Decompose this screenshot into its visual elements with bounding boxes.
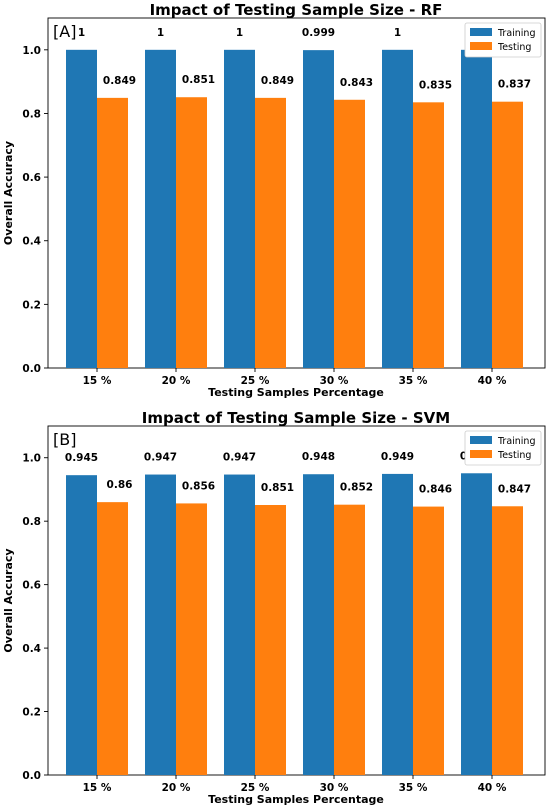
bar-value-label: 0.852 — [340, 482, 373, 494]
bar-testing — [97, 97, 128, 368]
x-tick-label: 15 % — [83, 375, 112, 387]
panel-label: [A] — [53, 22, 76, 41]
bar-testing — [176, 503, 207, 775]
chart-panel-1: Impact of Testing Sample Size - RF [A] 0.0… — [2, 1, 546, 399]
bar-training — [382, 49, 413, 369]
y-tick-label: 0.0 — [22, 363, 41, 375]
bar-value-label: 0.999 — [302, 27, 335, 39]
bar-value-label: 1 — [78, 27, 85, 39]
bar-training — [461, 473, 492, 775]
bar-training — [224, 474, 255, 775]
y-tick-label: 1.0 — [22, 45, 41, 57]
bar-testing — [492, 101, 523, 368]
bar-testing — [255, 97, 286, 368]
bar-value-label: 0.851 — [182, 74, 215, 86]
y-tick-label: 0.6 — [22, 172, 41, 184]
bar-testing — [176, 97, 207, 369]
legend-swatch-testing — [470, 42, 492, 50]
y-tick-label: 0.2 — [22, 707, 41, 719]
legend: Training Testing — [464, 22, 542, 58]
chart-title: Impact of Testing Sample Size - RF — [150, 1, 443, 19]
bar-training — [145, 474, 176, 775]
bar-training — [303, 50, 334, 369]
legend-swatch-training — [470, 436, 492, 444]
bar-training — [382, 473, 413, 775]
y-tick-label: 0.4 — [22, 236, 41, 248]
plot-area — [47, 425, 546, 776]
y-tick-label: 0.8 — [22, 516, 41, 528]
bar-value-label: 1 — [236, 27, 243, 39]
bar-training — [66, 475, 97, 775]
y-axis-label: Overall Accuracy — [2, 141, 15, 245]
bar-testing — [97, 502, 128, 775]
legend-swatch-training — [470, 28, 492, 36]
chart-title: Impact of Testing Sample Size - SVM — [142, 409, 450, 427]
bar-value-label: 0.846 — [419, 484, 452, 496]
legend-swatch-testing — [470, 450, 492, 458]
bar-value-label: 0.847 — [498, 483, 531, 495]
plot-area — [47, 17, 546, 369]
bar-value-label: 0.948 — [302, 451, 335, 463]
x-tick-label: 35 % — [399, 782, 428, 794]
legend-label: Testing — [497, 42, 531, 53]
legend: Training Testing — [464, 430, 542, 466]
bar-value-label: 0.843 — [340, 77, 373, 89]
x-tick-label: 30 % — [320, 782, 349, 794]
bar-training — [145, 49, 176, 369]
bar-testing — [413, 506, 444, 775]
bar-testing — [334, 504, 365, 775]
bar-training — [303, 474, 334, 775]
y-tick-label: 0.0 — [22, 770, 41, 782]
bar-testing — [413, 102, 444, 369]
chart-panel-2: Impact of Testing Sample Size - SVM [B] 0.… — [2, 409, 546, 806]
bar-testing — [255, 505, 286, 775]
bar-training — [461, 49, 492, 369]
bar-value-label: 0.835 — [419, 79, 452, 91]
legend-label: Training — [497, 436, 536, 447]
bar-value-label: 1 — [394, 27, 401, 39]
bar-value-label: 0.849 — [261, 75, 294, 87]
x-tick-label: 20 % — [162, 375, 191, 387]
x-tick-label: 35 % — [399, 375, 428, 387]
bar-value-label: 0.837 — [498, 79, 531, 91]
bar-value-label: 0.86 — [107, 479, 133, 491]
legend-label: Testing — [497, 450, 531, 461]
x-tick-label: 30 % — [320, 375, 349, 387]
bar-value-label: 0.851 — [261, 482, 294, 494]
x-tick-label: 40 % — [478, 375, 507, 387]
bar-value-label: 1 — [157, 27, 164, 39]
y-axis-label: Overall Accuracy — [2, 548, 15, 652]
y-tick-label: 1.0 — [22, 453, 41, 465]
bar-value-label: 0.947 — [223, 452, 256, 464]
bar-value-label: 0.856 — [182, 480, 215, 492]
y-tick-label: 0.8 — [22, 108, 41, 120]
y-tick-label: 0.6 — [22, 580, 41, 592]
x-tick-label: 25 % — [241, 782, 270, 794]
bar-value-label: 0.949 — [381, 451, 414, 463]
bar-testing — [334, 99, 365, 368]
bar-value-label: 0.945 — [65, 452, 98, 464]
y-tick-label: 0.2 — [22, 299, 41, 311]
x-axis-label: Testing Samples Percentage — [208, 793, 384, 806]
y-tick-label: 0.4 — [22, 643, 41, 655]
x-tick-label: 25 % — [241, 375, 270, 387]
panel-label: [B] — [53, 430, 76, 449]
legend-label: Training — [497, 28, 536, 39]
bar-value-label: 0.849 — [103, 75, 136, 87]
bar-testing — [492, 506, 523, 775]
bar-training — [224, 49, 255, 369]
bar-value-label: 0.947 — [144, 452, 177, 464]
x-tick-label: 15 % — [83, 782, 112, 794]
x-axis-label: Testing Samples Percentage — [208, 386, 384, 399]
bar-training — [66, 49, 97, 369]
x-tick-label: 40 % — [478, 782, 507, 794]
x-tick-label: 20 % — [162, 782, 191, 794]
